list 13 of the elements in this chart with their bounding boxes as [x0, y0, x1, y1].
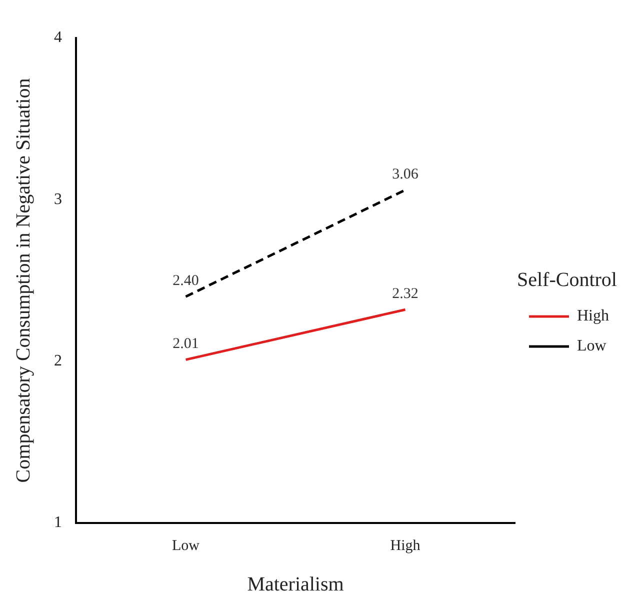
y-tick-label: 3	[54, 190, 62, 208]
y-tick-label: 4	[54, 29, 62, 46]
legend-label: Low	[577, 338, 607, 355]
data-label: 3.06	[392, 166, 419, 182]
y-tick-label: 2	[54, 352, 62, 370]
data-label: 2.32	[392, 286, 418, 302]
legend-label: High	[577, 308, 609, 325]
x-axis-title: Materialism	[247, 573, 344, 596]
legend-title: Self-Control	[517, 268, 618, 291]
y-axis-title: Compensatory Consumption in Negative Situation	[12, 78, 34, 483]
data-label: 2.01	[172, 336, 199, 352]
y-tick-label: 1	[54, 514, 62, 532]
data-label: 2.40	[172, 273, 199, 290]
